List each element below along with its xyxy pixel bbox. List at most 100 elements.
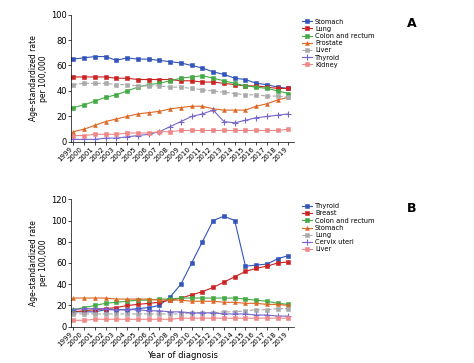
Liver bbox=[156, 317, 162, 322]
Stomach bbox=[221, 300, 227, 305]
Colon and rectum bbox=[254, 85, 259, 89]
Lung bbox=[92, 75, 98, 79]
Lung bbox=[243, 309, 248, 313]
Cervix uteri bbox=[71, 307, 76, 312]
Cervix uteri bbox=[221, 312, 227, 316]
Thyroid bbox=[92, 137, 98, 142]
Breast bbox=[286, 260, 292, 264]
Stomach bbox=[264, 302, 270, 307]
Colon and rectum bbox=[275, 301, 281, 306]
Breast bbox=[135, 302, 141, 307]
Prostate bbox=[232, 108, 237, 112]
Thyroid bbox=[254, 115, 259, 120]
Cervix uteri bbox=[124, 307, 130, 312]
Thyroid bbox=[135, 133, 141, 138]
Liver bbox=[254, 316, 259, 321]
Breast bbox=[254, 266, 259, 270]
X-axis label: Year of diagnosis: Year of diagnosis bbox=[147, 351, 218, 360]
Thyroid bbox=[156, 303, 162, 307]
Stomach bbox=[113, 58, 119, 62]
Thyroid bbox=[275, 257, 281, 261]
Lung bbox=[221, 310, 227, 314]
Line: Stomach: Stomach bbox=[72, 55, 290, 90]
Breast bbox=[232, 275, 237, 279]
Cervix uteri bbox=[210, 311, 216, 315]
Stomach bbox=[243, 301, 248, 306]
Thyroid bbox=[232, 218, 237, 223]
Lung bbox=[81, 75, 87, 79]
Colon and rectum bbox=[210, 296, 216, 300]
Colon and rectum bbox=[167, 79, 173, 83]
Line: Kidney: Kidney bbox=[72, 127, 290, 137]
Stomach bbox=[103, 54, 109, 59]
Breast bbox=[146, 301, 151, 306]
Liver bbox=[286, 95, 292, 99]
Stomach bbox=[135, 57, 141, 61]
Breast bbox=[156, 300, 162, 305]
Stomach bbox=[178, 298, 184, 302]
Stomach bbox=[146, 297, 151, 301]
Cervix uteri bbox=[156, 309, 162, 313]
Lung bbox=[156, 312, 162, 316]
Stomach bbox=[81, 296, 87, 300]
Line: Prostate: Prostate bbox=[71, 95, 291, 134]
Liver bbox=[178, 316, 184, 321]
Colon and rectum bbox=[189, 296, 194, 300]
Stomach bbox=[243, 77, 248, 82]
Colon and rectum bbox=[243, 84, 248, 88]
Thyroid bbox=[124, 135, 130, 139]
Stomach bbox=[189, 299, 194, 303]
Colon and rectum bbox=[221, 296, 227, 300]
Liver bbox=[189, 316, 194, 321]
Stomach bbox=[232, 300, 237, 305]
Colon and rectum bbox=[81, 103, 87, 107]
Lung bbox=[210, 311, 216, 315]
Kidney bbox=[275, 128, 281, 132]
Stomach bbox=[275, 85, 281, 89]
Kidney bbox=[286, 127, 292, 131]
Line: Lung: Lung bbox=[72, 307, 290, 316]
Thyroid bbox=[81, 310, 87, 314]
Colon and rectum bbox=[146, 298, 151, 302]
Cervix uteri bbox=[135, 307, 141, 312]
Liver bbox=[124, 317, 130, 322]
Colon and rectum bbox=[200, 73, 205, 78]
Stomach bbox=[286, 86, 292, 91]
Kidney bbox=[71, 133, 76, 138]
Thyroid bbox=[275, 113, 281, 117]
Kidney bbox=[232, 128, 237, 132]
Liver bbox=[232, 316, 237, 321]
Thyroid bbox=[243, 118, 248, 122]
Lung bbox=[254, 307, 259, 312]
Thyroid bbox=[264, 114, 270, 119]
Stomach bbox=[124, 56, 130, 60]
Thyroid bbox=[146, 132, 151, 136]
Lung bbox=[275, 306, 281, 311]
Thyroid bbox=[71, 310, 76, 314]
Lung bbox=[189, 79, 194, 83]
Cervix uteri bbox=[113, 307, 119, 312]
Colon and rectum bbox=[221, 79, 227, 83]
Kidney bbox=[81, 133, 87, 138]
Lung bbox=[156, 77, 162, 82]
Kidney bbox=[103, 132, 109, 136]
Stomach bbox=[210, 299, 216, 303]
Liver bbox=[232, 91, 237, 96]
Lung bbox=[264, 85, 270, 89]
Liver bbox=[113, 317, 119, 322]
Colon and rectum bbox=[113, 300, 119, 305]
Stomach bbox=[200, 299, 205, 303]
Kidney bbox=[178, 128, 184, 132]
Thyroid bbox=[103, 136, 109, 140]
Thyroid bbox=[286, 253, 292, 258]
Colon and rectum bbox=[103, 95, 109, 99]
Lung bbox=[103, 312, 109, 316]
Kidney bbox=[264, 128, 270, 132]
Lung bbox=[113, 312, 119, 316]
Lung bbox=[146, 312, 151, 316]
Liver bbox=[146, 317, 151, 322]
Colon and rectum bbox=[275, 89, 281, 93]
Colon and rectum bbox=[178, 76, 184, 81]
Colon and rectum bbox=[124, 89, 130, 93]
Kidney bbox=[167, 130, 173, 134]
